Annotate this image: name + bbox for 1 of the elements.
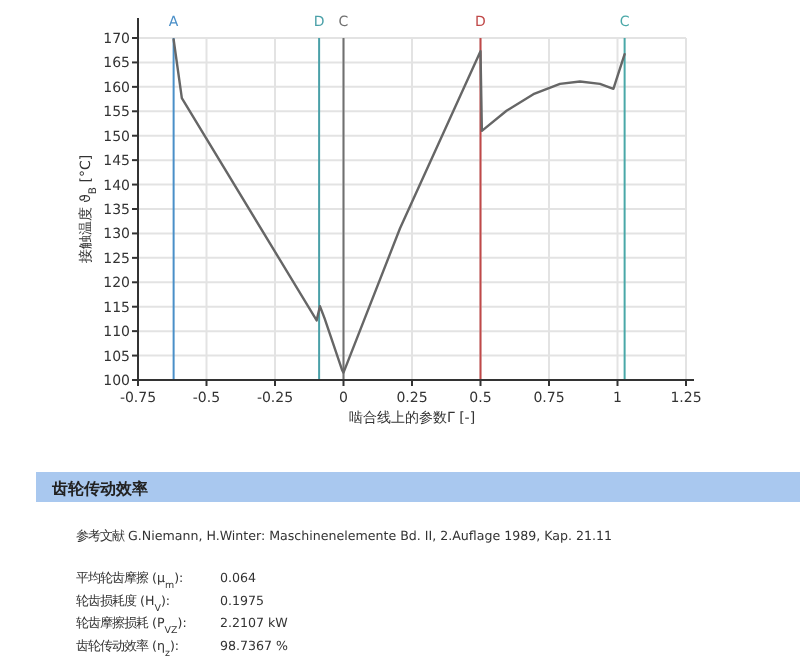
text: 齿轮传动效率 bbox=[50, 478, 148, 498]
